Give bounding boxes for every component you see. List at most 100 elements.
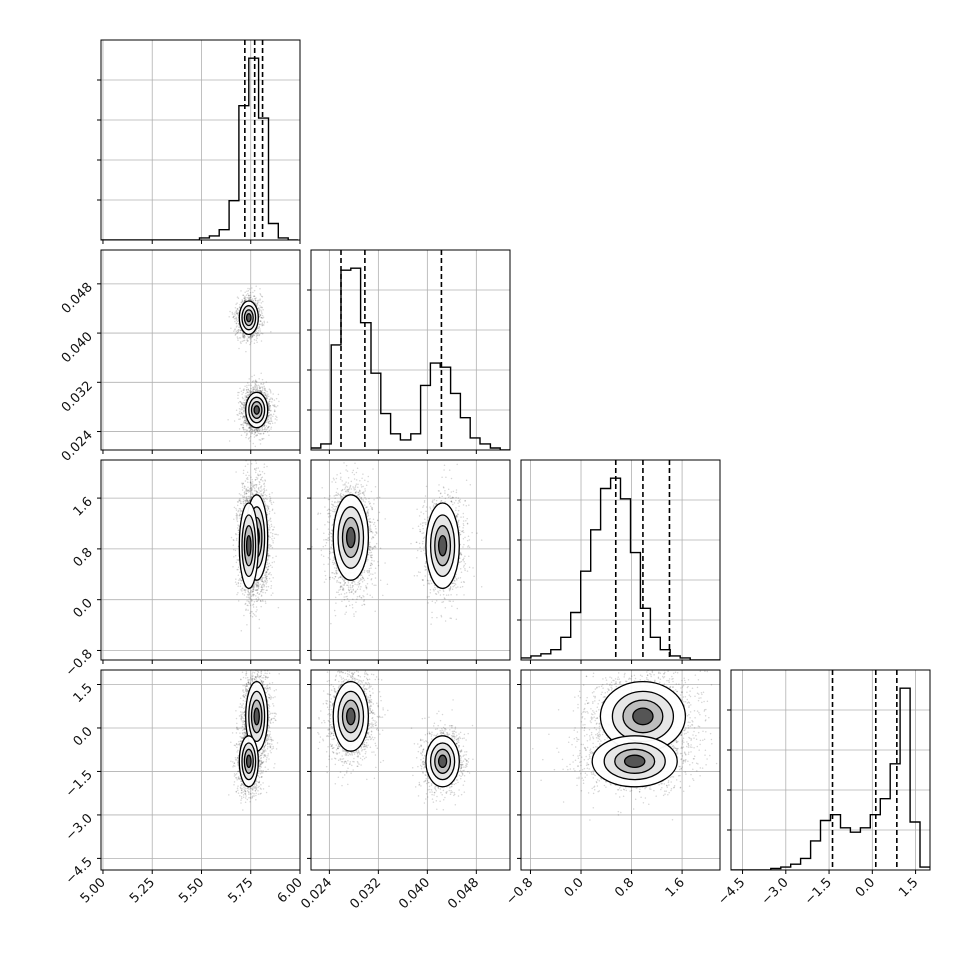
- scatter-point: [266, 465, 268, 468]
- scatter-point: [253, 600, 256, 603]
- scatter-point: [240, 434, 243, 437]
- scatter-point: [258, 323, 261, 325]
- scatter-point: [273, 537, 276, 539]
- scatter-point: [264, 504, 267, 507]
- scatter-point: [253, 429, 255, 432]
- scatter-point: [227, 418, 229, 421]
- scatter-point: [264, 430, 266, 433]
- scatter-point: [278, 400, 280, 403]
- scatter-point: [251, 432, 254, 435]
- scatter-point: [236, 331, 239, 334]
- scatter-point: [238, 337, 241, 339]
- scatter-point: [260, 590, 262, 593]
- scatter-point: [260, 485, 263, 487]
- scatter-point: [256, 586, 259, 588]
- scatter-point: [257, 428, 259, 430]
- scatter-point: [258, 312, 261, 314]
- scatter-point: [266, 514, 269, 516]
- scatter-point: [244, 421, 247, 424]
- scatter-point: [243, 300, 246, 302]
- scatter-point: [273, 404, 276, 406]
- scatter-point: [241, 413, 244, 415]
- scatter-point: [255, 486, 258, 488]
- scatter-point: [249, 496, 252, 499]
- scatter-point: [267, 426, 269, 429]
- scatter-point: [260, 383, 262, 385]
- scatter-point: [262, 437, 265, 440]
- scatter-point: [248, 391, 250, 394]
- scatter-point: [237, 510, 239, 513]
- scatter-point: [254, 471, 257, 474]
- scatter-point: [267, 403, 270, 406]
- scatter-point: [234, 320, 236, 323]
- scatter-point: [247, 388, 250, 391]
- scatter-point: [260, 311, 263, 313]
- scatter-point: [261, 323, 264, 326]
- scatter-point: [260, 302, 263, 304]
- scatter-point: [261, 437, 263, 440]
- scatter-point: [236, 413, 238, 416]
- scatter-point: [243, 296, 246, 299]
- scatter-point: [244, 297, 246, 300]
- scatter-point: [242, 415, 245, 417]
- scatter-point: [252, 299, 254, 302]
- scatter-point: [255, 476, 258, 479]
- scatter-point: [256, 341, 258, 343]
- scatter-point: [245, 434, 248, 437]
- scatter-point: [268, 409, 270, 412]
- scatter-point: [246, 290, 248, 293]
- scatter-point: [255, 580, 257, 583]
- scatter-point: [264, 387, 266, 390]
- scatter-point: [244, 395, 246, 397]
- scatter-point: [274, 533, 276, 536]
- scatter-point: [248, 336, 251, 339]
- scatter-point: [248, 474, 250, 477]
- scatter-point: [251, 488, 253, 490]
- scatter-point: [247, 590, 249, 592]
- scatter-point: [265, 573, 267, 575]
- scatter-point: [249, 604, 252, 606]
- scatter-point: [262, 591, 264, 594]
- scatter-point: [253, 436, 256, 438]
- scatter-point: [234, 329, 236, 331]
- scatter-point: [245, 420, 248, 423]
- scatter-point: [236, 307, 239, 310]
- scatter-point: [265, 566, 268, 569]
- scatter-point: [255, 428, 257, 431]
- scatter-point: [254, 389, 257, 392]
- scatter-point: [267, 568, 269, 571]
- density-contours: [238, 300, 269, 429]
- scatter-point: [257, 474, 260, 477]
- scatter-point: [259, 473, 262, 476]
- scatter-point: [271, 420, 273, 422]
- scatter-point: [266, 509, 269, 511]
- scatter-point: [267, 405, 270, 407]
- scatter-point: [263, 463, 266, 465]
- scatter-point: [259, 481, 261, 484]
- scatter-point: [260, 390, 263, 393]
- scatter-point: [256, 589, 259, 591]
- scatter-point: [259, 428, 261, 430]
- scatter-point: [243, 407, 246, 410]
- scatter-point: [263, 498, 265, 501]
- scatter-point: [261, 577, 264, 579]
- scatter-point: [258, 483, 261, 486]
- scatter-point: [248, 294, 250, 297]
- scatter-point: [270, 594, 273, 596]
- scatter-point: [249, 391, 252, 394]
- scatter-point: [270, 392, 272, 394]
- scatter-point: [273, 399, 276, 401]
- scatter-point: [240, 342, 242, 345]
- scatter-point: [242, 336, 245, 338]
- scatter-point: [255, 595, 257, 597]
- scatter-point: [251, 298, 254, 300]
- scatter-point: [269, 555, 271, 557]
- scatter-point: [255, 387, 257, 389]
- scatter-point: [248, 427, 251, 429]
- scatter-point: [264, 480, 267, 482]
- scatter-point: [273, 405, 275, 408]
- scatter-point: [244, 335, 246, 338]
- scatter-point: [262, 494, 264, 497]
- scatter-point: [242, 403, 244, 406]
- scatter-point: [262, 300, 264, 303]
